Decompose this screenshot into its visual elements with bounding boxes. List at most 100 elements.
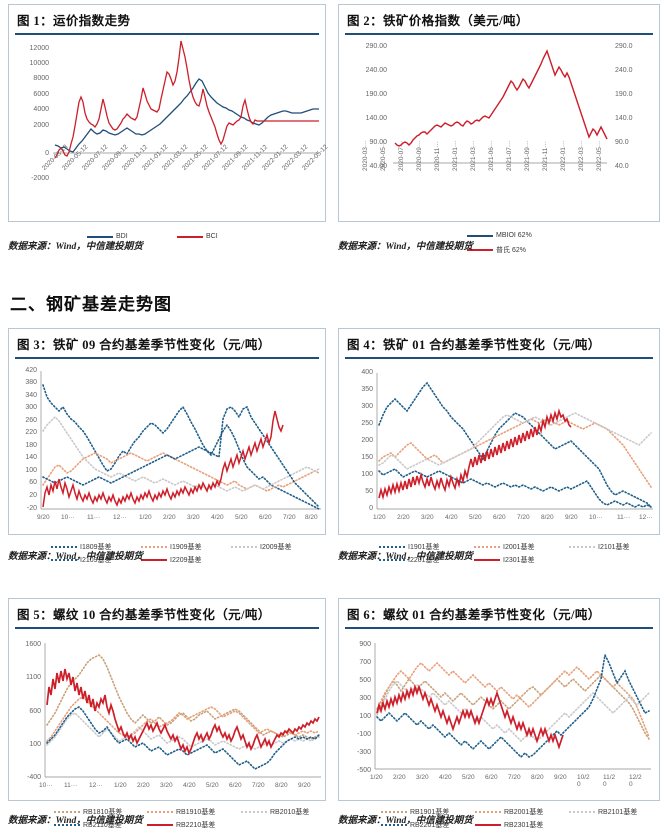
y-tick: 420	[25, 367, 37, 374]
legend-label: I1809基差	[80, 544, 112, 551]
y-tick: -300	[356, 749, 371, 756]
legend-label: RB1910基差	[176, 809, 216, 816]
legend-swatch-line	[147, 824, 173, 826]
legend-label: RB1810基差	[83, 809, 123, 816]
legend-item: I1809基差	[51, 542, 112, 552]
figure-2-plot: 290.00 240.00 190.00 140.00 90.00 40.00 …	[339, 35, 659, 254]
legend-swatch-line	[381, 824, 407, 826]
figure-4-rule	[345, 357, 653, 359]
y-tick: 2000	[33, 122, 49, 129]
x-tick: 1/20	[114, 782, 127, 789]
figure-card-2: 图 2：铁矿价格指数（美元/吨） 290.00 240.00 190.00 14…	[338, 4, 660, 254]
legend-label: RB2001基差	[504, 809, 544, 816]
legend-label: RB2201基差	[410, 822, 450, 829]
figure-2-rule	[345, 33, 653, 35]
y-tick-left: 290.00	[365, 43, 387, 50]
series-bdi	[54, 78, 319, 153]
legend-label: I2001基差	[503, 544, 535, 551]
legend-swatch-line	[569, 546, 595, 548]
x-tick: 12···	[89, 782, 103, 789]
legend-item: RB1810基差	[54, 807, 122, 817]
legend-swatch-line	[379, 546, 405, 548]
legend-item: RB2110基差	[54, 820, 122, 830]
legend-label: BDI	[116, 233, 128, 240]
y-tick: 700	[359, 659, 371, 666]
legend-swatch-line	[54, 811, 80, 813]
figure-2-title: 图 2：铁矿价格指数（美元/吨）	[347, 14, 529, 28]
figure-5-source: 数据来源：Wind，中信建投期货	[8, 816, 143, 826]
legend-swatch-line	[51, 546, 77, 548]
figure-6-plot: 900 700 500 300 100 -100 -300 -500 RB190…	[339, 629, 659, 829]
y-tick: 600	[29, 708, 41, 715]
x-tick: 4/20	[211, 514, 224, 521]
x-tick: 2/20	[137, 782, 150, 789]
y-tick: 300	[359, 695, 371, 702]
x-tick: 11···	[87, 514, 101, 521]
legend-swatch-line	[475, 824, 501, 826]
figure-6-title: 图 6：螺纹 01 合约基差季节性变化（元/吨）	[347, 608, 601, 622]
figure-card-3: 图 3：铁矿 09 合约基差季节性变化（元/吨） 420 380 340 300…	[8, 328, 326, 564]
y-tick: 300	[361, 403, 373, 410]
figure-4-svg	[376, 373, 653, 510]
figure-6-svg	[374, 643, 651, 770]
y-tick: -500	[356, 767, 371, 774]
legend-swatch-line	[474, 559, 500, 561]
y-tick: 100	[361, 471, 373, 478]
legend-item: I1901基差	[379, 542, 440, 552]
legend-item: I1909基差	[141, 542, 202, 552]
figure-1-rule	[15, 33, 319, 35]
y-tick: 50	[365, 488, 373, 495]
legend-label: RB2110基差	[83, 822, 122, 829]
series-rb2101	[376, 679, 650, 743]
legend-label: RB2010基差	[270, 809, 310, 816]
legend-label: RB2301基差	[504, 822, 544, 829]
series-i2109	[42, 405, 320, 508]
y-tick: 340	[25, 392, 37, 399]
series-i2209	[42, 410, 284, 508]
legend-swatch-line	[231, 546, 257, 548]
y-tick: 220	[25, 429, 37, 436]
y-tick-right: 90.0	[615, 139, 629, 146]
x-tick: 4/20	[445, 514, 458, 521]
x-tick: 4/20	[183, 782, 196, 789]
series-i2201	[378, 468, 652, 508]
x-tick: 5/20	[235, 514, 248, 521]
legend-item: RB2001基差	[475, 807, 543, 817]
legend-swatch-line	[87, 235, 113, 238]
x-tick: 7/20	[517, 514, 530, 521]
figure-5-svg	[44, 643, 321, 778]
y-tick-right: 140.0	[615, 115, 633, 122]
figure-card-1: 图 1：运价指数走势 12000 10000 8000 6000 4000 20…	[8, 4, 329, 240]
legend-label: I2201基差	[408, 557, 440, 564]
x-tick: 10···	[39, 782, 53, 789]
y-tick: -100	[356, 731, 371, 738]
y-tick: 6000	[33, 91, 49, 98]
figure-1-source: 数据来源：Wind，中信建投期货	[8, 242, 143, 252]
legend-swatch-line	[475, 811, 501, 813]
x-tick: 2020-09···	[416, 140, 423, 171]
x-tick: 11/20	[603, 774, 616, 788]
y-tick: 0	[45, 150, 49, 157]
y-tick: 60	[29, 479, 37, 486]
x-tick: 5/20	[469, 514, 482, 521]
y-tick: 20	[29, 492, 37, 499]
legend-label: I2009基差	[260, 544, 292, 551]
y-tick: 180	[25, 442, 37, 449]
series-rb2110	[46, 706, 320, 770]
figure-2-source: 数据来源：Wind，中信建投期货	[338, 242, 473, 252]
x-tick: 9/20	[298, 782, 311, 789]
x-tick: 2022-01···	[560, 140, 567, 171]
legend-item: I2209基差	[141, 555, 202, 565]
legend-label: I1901基差	[408, 544, 440, 551]
x-tick: 2021-11···	[542, 141, 549, 171]
x-tick: 9/20	[554, 774, 567, 781]
y-tick: 1100	[25, 674, 41, 681]
legend-item: BCI	[177, 233, 218, 240]
figure-4-source: 数据来源：Wind，中信建投期货	[338, 552, 473, 562]
figure-2-svg	[393, 49, 608, 164]
x-tick: 11···	[617, 514, 631, 521]
figure-1-svg	[53, 40, 319, 159]
legend-item: I2001基差	[474, 542, 535, 552]
x-tick: 2021-01···	[452, 140, 459, 171]
y-tick: -2000	[31, 175, 49, 182]
